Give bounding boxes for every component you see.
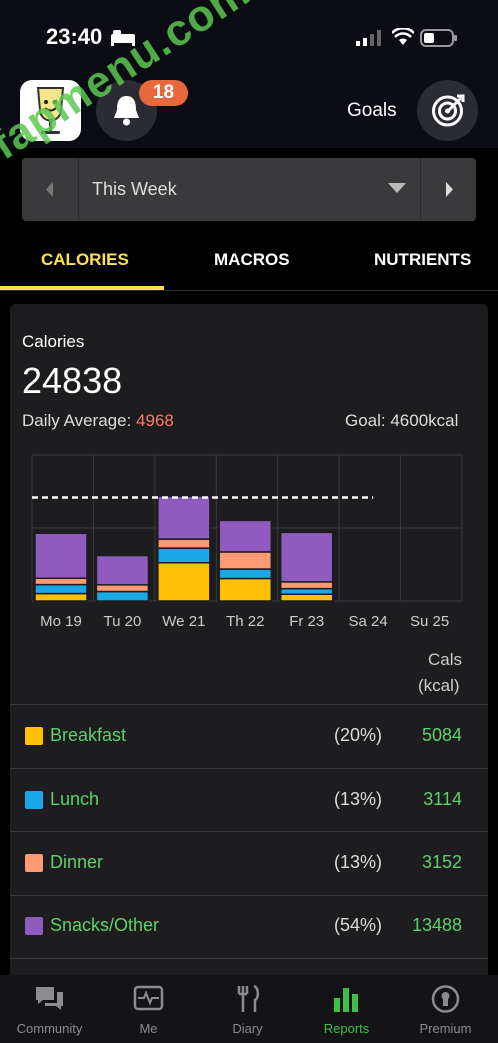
sleep-focus-icon (111, 30, 135, 46)
bar-segment-breakfast (157, 561, 211, 602)
nav-community[interactable]: Community (0, 978, 99, 1040)
bar-segment-lunch (218, 568, 273, 580)
lunch-swatch (25, 791, 43, 809)
tab-macros[interactable]: MACROS (214, 250, 290, 269)
row-percent-lunch: (13%) (334, 789, 383, 809)
status-time: 23:40 (46, 24, 103, 49)
row-divider (10, 768, 488, 769)
tab-nutrients[interactable]: NUTRIENTS (374, 250, 472, 269)
app-header (0, 76, 498, 148)
nav-me[interactable]: Me (99, 978, 198, 1040)
bar-segment-lunch (157, 547, 211, 564)
active-tab-indicator (0, 286, 164, 290)
target-icon (432, 94, 465, 127)
bar-segment-dinner (34, 577, 88, 586)
nav-diary[interactable]: Diary (198, 978, 297, 1040)
row-name-snacks[interactable]: Snacks/Other (50, 915, 160, 935)
daily-average-label: Daily Average: (22, 411, 132, 430)
daily-average: Daily Average: 4968 (22, 411, 174, 431)
row-percent-breakfast: (20%) (334, 725, 383, 745)
previous-week-button[interactable] (22, 158, 79, 221)
date-range-selector[interactable] (22, 158, 476, 221)
row-value-dinner: 3152 (421, 852, 462, 872)
wine-glass-icon (36, 87, 65, 134)
card-title: Calories (22, 332, 85, 351)
tab-divider (0, 290, 498, 291)
bar-segment-snacks-other (34, 532, 88, 580)
bar-segment-dinner (157, 538, 211, 549)
bar-segment-lunch (279, 587, 334, 595)
calories-card (10, 304, 488, 984)
tab-calories[interactable]: CALORIES (41, 250, 129, 269)
x-tick-label: Tu 20 (104, 613, 142, 630)
chat-icon (36, 987, 63, 1010)
bar-segment-dinner (218, 551, 273, 570)
row-divider (10, 895, 488, 896)
row-divider (10, 704, 488, 705)
next-week-button[interactable] (420, 158, 477, 221)
battery-icon (420, 29, 457, 47)
notification-badge: 18 (139, 80, 188, 106)
row-divider (10, 958, 488, 959)
bar-segment-lunch (34, 583, 88, 595)
nav-premium[interactable]: Premium (396, 978, 495, 1040)
app-logo[interactable] (20, 80, 81, 141)
heart-monitor-icon (133, 985, 164, 1011)
row-percent-snacks: (54%) (334, 915, 383, 935)
nav-label-me: Me (139, 1021, 158, 1036)
dinner-swatch (25, 854, 43, 872)
bar-segment-dinner (95, 584, 150, 593)
chevron-left-icon (46, 182, 53, 197)
bar-segment-snacks-other (95, 554, 150, 586)
wifi-icon (392, 28, 414, 45)
nav-label-diary: Diary (232, 1021, 263, 1036)
x-tick-label: We 21 (162, 613, 205, 630)
row-divider (10, 831, 488, 832)
row-name-dinner[interactable]: Dinner (50, 852, 104, 872)
row-value-lunch: 3114 (423, 789, 462, 809)
bar-segment-lunch (95, 590, 150, 602)
bar-segment-breakfast (218, 577, 273, 602)
bar-segment-snacks-other (218, 519, 273, 553)
snacks-swatch (25, 917, 43, 935)
chevron-right-icon (446, 182, 453, 197)
chevron-down-icon[interactable] (388, 183, 406, 193)
calories-chart: Mo 19 Tu 20 We 21 Th 22 Fr 23 Sa 24 Su 25 (31, 454, 463, 630)
goal-label: Goal: 4600kcal (345, 411, 459, 430)
bar-chart-icon (334, 988, 358, 1012)
fork-knife-icon (237, 984, 260, 1012)
row-name-lunch[interactable]: Lunch (50, 789, 100, 809)
cals-header: Cals (428, 650, 463, 669)
daily-average-value: 4968 (136, 411, 174, 430)
x-tick-label: Sa 24 (349, 613, 388, 630)
goals-button[interactable] (417, 80, 478, 141)
x-tick-label: Th 22 (226, 613, 264, 630)
row-percent-dinner: (13%) (334, 852, 383, 872)
cell-signal-icon (356, 30, 381, 46)
bar-segment-snacks-other (279, 531, 334, 583)
row-value-breakfast: 5084 (421, 725, 462, 745)
x-tick-label: Su 25 (410, 613, 449, 630)
x-tick-label: Mo 19 (40, 613, 82, 630)
nav-label-premium: Premium (419, 1021, 472, 1036)
bell-icon (114, 96, 139, 126)
nav-reports[interactable]: Reports (297, 978, 396, 1040)
lock-badge-icon (431, 985, 460, 1013)
date-range-label: This Week (92, 179, 177, 199)
bar-segment-breakfast (34, 592, 88, 602)
goals-label[interactable]: Goals (347, 100, 397, 121)
kcal-header: (kcal) (418, 676, 460, 695)
total-calories: 24838 (22, 360, 123, 401)
status-bar (0, 0, 498, 76)
bar-segment-dinner (279, 581, 334, 590)
row-value-snacks: 13488 (411, 915, 462, 935)
bar-segment-breakfast (279, 593, 334, 602)
breakfast-swatch (25, 727, 43, 745)
bar-segment-snacks-other (157, 495, 211, 540)
x-tick-label: Fr 23 (289, 613, 324, 630)
nav-label-reports: Reports (323, 1021, 370, 1036)
nav-label-community: Community (16, 1021, 83, 1036)
bottom-navigation (0, 975, 498, 1043)
row-name-breakfast[interactable]: Breakfast (50, 725, 127, 745)
